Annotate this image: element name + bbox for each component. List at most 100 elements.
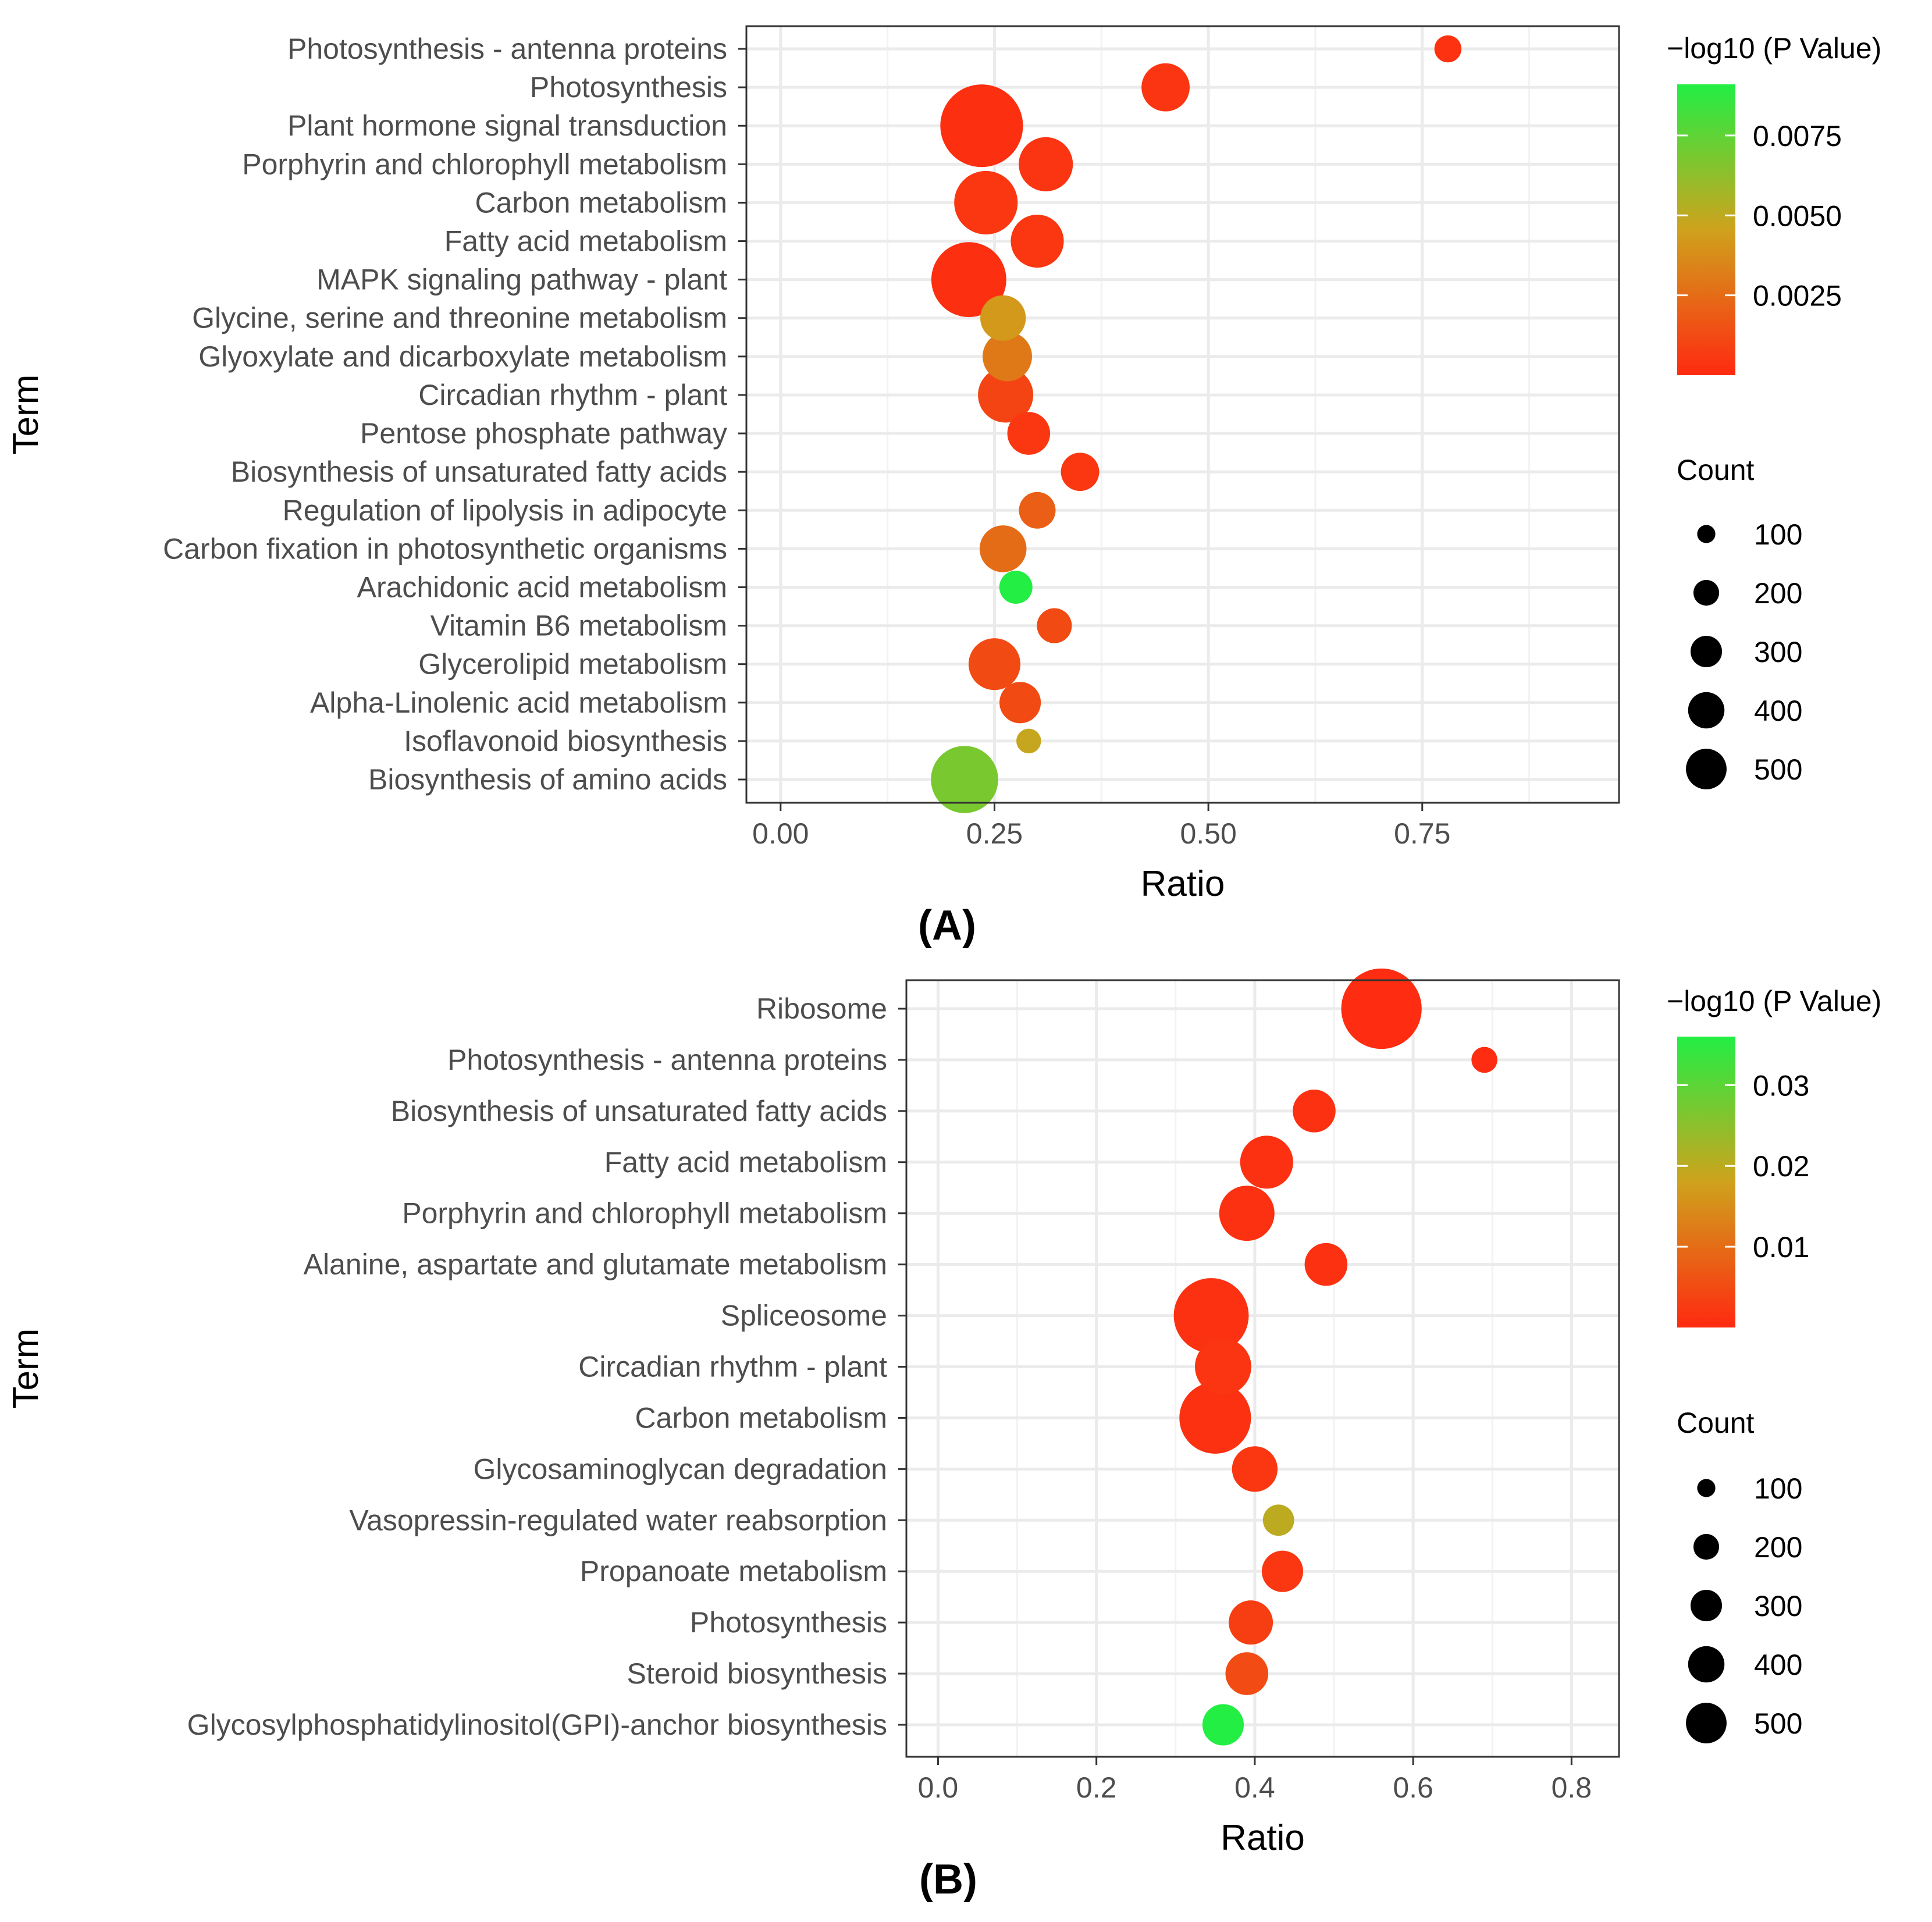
term-label: Carbon metabolism — [635, 1401, 887, 1434]
term-label: Photosynthesis — [690, 1606, 887, 1639]
size-legend-label: 100 — [1754, 1472, 1802, 1505]
size-legend-key — [1688, 1646, 1725, 1683]
size-legend-title: Count — [1677, 1407, 1755, 1439]
size-legend-key — [1693, 1533, 1720, 1560]
term-label: Glycerolipid metabolism — [418, 648, 727, 681]
term-label: Glycosaminoglycan degradation — [473, 1453, 887, 1485]
bubble-point — [1229, 1600, 1273, 1645]
bubble-point — [1219, 1186, 1275, 1241]
bubble-point — [1179, 1382, 1251, 1454]
bubble-point — [1262, 1504, 1294, 1536]
term-label: Isoflavonoid biosynthesis — [404, 725, 727, 757]
x-tick-label: 0.00 — [752, 817, 809, 850]
bubble-point — [1011, 214, 1064, 268]
panel-label: (B) — [919, 1856, 977, 1903]
y-axis-title: Term — [6, 375, 46, 455]
term-label: Fatty acid metabolism — [604, 1146, 887, 1179]
bubble-point — [1240, 1136, 1293, 1189]
term-label: Biosynthesis of unsaturated fatty acids — [391, 1095, 887, 1127]
y-axis-title: Term — [6, 1329, 46, 1409]
x-tick-label: 0.0 — [918, 1771, 959, 1804]
size-legend-key — [1686, 749, 1727, 789]
plot-border — [745, 25, 1620, 804]
term-label: Alpha-Linolenic acid metabolism — [310, 686, 727, 719]
bubble-point — [999, 682, 1041, 724]
x-tick-label: 0.25 — [966, 817, 1023, 850]
bubble-point — [940, 84, 1023, 168]
color-legend-label: 0.01 — [1753, 1231, 1809, 1263]
term-label: Glycosylphosphatidylinositol(GPI)-anchor… — [187, 1709, 887, 1741]
color-legend-label: 0.0075 — [1753, 120, 1842, 152]
bubble-point — [1019, 492, 1056, 529]
term-label: Circadian rhythm - plant — [578, 1351, 887, 1383]
term-label: Ribosome — [756, 992, 887, 1025]
bubble-point — [1293, 1090, 1336, 1133]
bubble-point — [978, 367, 1034, 423]
color-legend-title: −log10 (P Value) — [1667, 32, 1881, 65]
color-legend-label: 0.02 — [1753, 1150, 1809, 1183]
bubble-point — [1341, 968, 1422, 1049]
size-legend-label: 400 — [1754, 1649, 1802, 1681]
color-legend-title: −log10 (P Value) — [1667, 985, 1881, 1017]
bubble-point — [1007, 412, 1051, 455]
x-tick-label: 0.4 — [1234, 1771, 1275, 1804]
term-label: Biosynthesis of unsaturated fatty acids — [231, 455, 727, 488]
bubble-point — [1434, 35, 1462, 63]
bubble-point — [954, 170, 1018, 234]
color-legend-label: 0.03 — [1753, 1069, 1809, 1102]
size-legend-key — [1690, 635, 1723, 668]
x-tick-label: 0.75 — [1394, 817, 1450, 850]
size-legend-label: 200 — [1754, 577, 1802, 610]
panel-b: Ribosome Photosynthesis - antenna protein… — [6, 968, 1881, 1903]
size-legend-title: Count — [1677, 454, 1755, 486]
size-legend-label: 500 — [1754, 753, 1802, 786]
size-legend-key — [1693, 579, 1720, 606]
size-legend-key — [1688, 692, 1725, 729]
bubble-point — [1016, 728, 1041, 754]
bubble-point — [968, 638, 1021, 691]
size-legend-key — [1690, 1589, 1723, 1622]
size-legend-label: 200 — [1754, 1531, 1802, 1564]
size-legend-key — [1697, 525, 1716, 543]
plot-border — [905, 979, 1620, 1758]
term-label: Propanoate metabolism — [580, 1555, 887, 1588]
panel-a: Photosynthesis - antenna proteins Photosy… — [6, 25, 1881, 949]
term-label: Glycine, serine and threonine metabolism — [192, 302, 727, 334]
bubble-point — [1019, 137, 1073, 191]
bubble-point — [1037, 608, 1072, 643]
term-label: Fatty acid metabolism — [444, 225, 727, 258]
bubble-point — [983, 332, 1033, 382]
term-label: Vasopressin-regulated water reabsorption — [349, 1504, 887, 1536]
panel-label: (A) — [918, 902, 976, 949]
x-axis-title: Ratio — [1141, 864, 1225, 904]
size-legend-label: 500 — [1754, 1707, 1802, 1740]
x-tick-label: 0.6 — [1393, 1771, 1433, 1804]
size-legend-key — [1686, 1703, 1727, 1743]
bubble-point — [1261, 1550, 1304, 1592]
term-label: Porphyrin and chlorophyll metabolism — [402, 1197, 887, 1230]
size-legend-label: 300 — [1754, 636, 1802, 668]
bubble-point — [1195, 1339, 1251, 1395]
term-label: Pentose phosphate pathway — [360, 417, 727, 450]
term-label: Photosynthesis - antenna proteins — [287, 33, 727, 65]
term-label: MAPK signaling pathway - plant — [316, 264, 727, 296]
bubble-point — [1141, 63, 1190, 112]
term-label: Biosynthesis of amino acids — [368, 763, 727, 796]
bubble-point — [999, 570, 1033, 604]
term-label: Carbon fixation in photosynthetic organi… — [163, 532, 727, 565]
color-legend-bar — [1677, 1037, 1735, 1327]
bubble-point — [931, 242, 1006, 318]
term-label: Vitamin B6 metabolism — [430, 610, 727, 642]
color-legend-label: 0.0025 — [1753, 280, 1842, 312]
term-label: Porphyrin and chlorophyll metabolism — [242, 148, 727, 180]
color-legend-bar — [1677, 84, 1735, 375]
color-legend-label: 0.0050 — [1753, 200, 1842, 232]
bubble-point — [1173, 1278, 1249, 1354]
size-legend-label: 100 — [1754, 518, 1802, 551]
bubble-point — [1471, 1047, 1497, 1073]
term-label: Arachidonic acid metabolism — [357, 571, 727, 603]
term-label: Plant hormone signal transduction — [287, 109, 727, 142]
x-tick-label: 0.2 — [1076, 1771, 1117, 1804]
term-label: Glyoxylate and dicarboxylate metabolism — [198, 340, 727, 373]
